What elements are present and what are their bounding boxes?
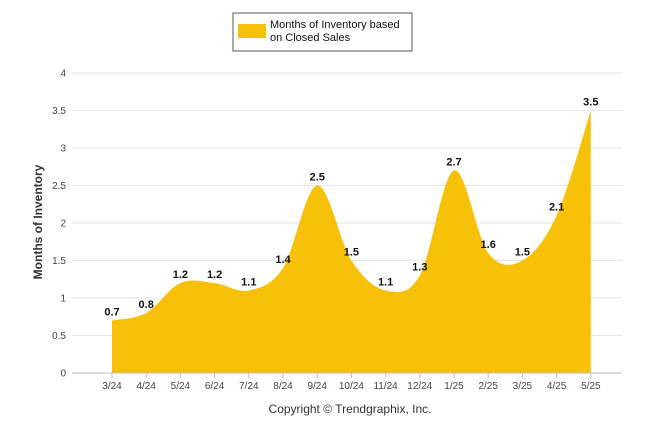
data-label-5: 1.4: [275, 254, 291, 266]
x-tick-label-1: 4/24: [136, 381, 156, 392]
x-tick-label-0: 3/24: [102, 381, 122, 392]
data-label-0: 0.7: [104, 307, 119, 319]
x-tick-label-7: 10/24: [339, 381, 364, 392]
data-labels: 0.7 0.8 1.2 1.2 1.1 1.4 2.5 1.5 1.1 1.3 2.7 1.6 1.5 2…: [104, 97, 598, 319]
area-series: [112, 110, 591, 373]
legend-label-line1: Months of Inventory based: [270, 19, 400, 31]
data-label-9: 1.3: [412, 262, 427, 274]
data-label-11: 1.6: [481, 239, 496, 251]
y-axis: 0 0.5 1 1.5 2 2.5 3 3.5 4: [52, 69, 66, 380]
x-tick-label-6: 9/24: [307, 381, 327, 392]
y-tick-label-7: 3.5: [52, 106, 66, 117]
data-label-4: 1.1: [241, 277, 256, 289]
x-tick-label-5: 8/24: [273, 381, 293, 392]
x-axis: 3/24 4/24 5/24 6/24 7/24 8/24 9/24 10/24 11/24 12…: [72, 372, 622, 392]
x-tick-label-8: 11/24: [373, 381, 398, 392]
x-tick-label-13: 4/25: [547, 381, 567, 392]
y-tick-label-2: 1: [60, 294, 66, 305]
data-label-10: 2.7: [446, 157, 461, 169]
copyright-footer: Copyright © Trendgraphix, Inc.: [269, 402, 432, 416]
y-tick-label-6: 3: [60, 144, 66, 155]
data-label-12: 1.5: [515, 247, 530, 259]
data-label-6: 2.5: [310, 172, 325, 184]
x-tick-label-2: 5/24: [171, 381, 191, 392]
data-label-7: 1.5: [344, 247, 359, 259]
x-tick-label-11: 2/25: [478, 381, 498, 392]
data-label-2: 1.2: [173, 269, 188, 281]
data-label-3: 1.2: [207, 269, 222, 281]
legend: Months of Inventory based on Closed Sale…: [232, 12, 413, 52]
y-tick-label-5: 2.5: [52, 181, 66, 192]
x-tick-label-9: 12/24: [407, 381, 432, 392]
x-tick-label-12: 3/25: [513, 381, 533, 392]
legend-swatch: [238, 24, 266, 38]
y-tick-label-0: 0: [60, 369, 66, 380]
x-tick-label-14: 5/25: [581, 381, 601, 392]
y-tick-label-4: 2: [60, 219, 66, 230]
data-label-8: 1.1: [378, 277, 393, 289]
x-tick-label-3: 6/24: [205, 381, 225, 392]
data-label-14: 3.5: [583, 97, 598, 109]
x-tick-label-10: 1/25: [444, 381, 464, 392]
y-tick-label-3: 1.5: [52, 256, 66, 267]
x-tick-label-4: 7/24: [239, 381, 259, 392]
y-tick-label-8: 4: [60, 69, 66, 80]
y-tick-label-1: 0.5: [52, 331, 66, 342]
y-axis-title: Months of Inventory: [31, 164, 45, 279]
legend-label-line2: on Closed Sales: [270, 32, 351, 44]
data-label-13: 2.1: [549, 202, 564, 214]
data-label-1: 0.8: [139, 299, 154, 311]
